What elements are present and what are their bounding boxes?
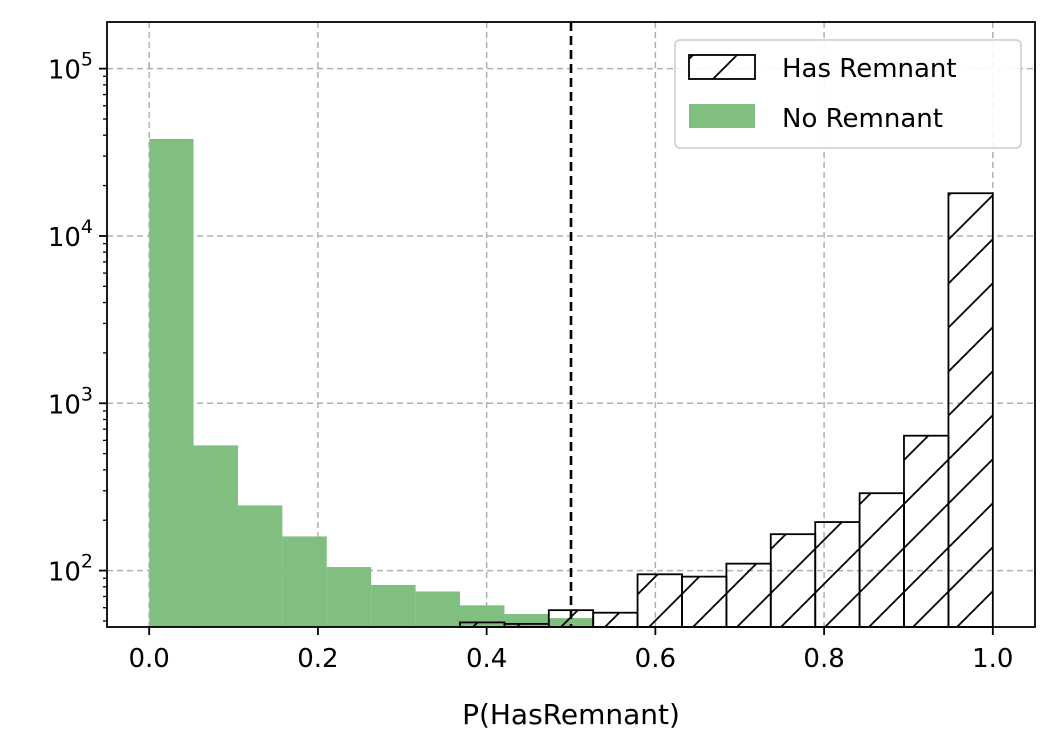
x-tick-label: 0.2: [297, 644, 338, 674]
legend: Has Remnant No Remnant: [674, 39, 1022, 149]
has-remnant-bar: [681, 575, 728, 628]
no-remnant-bar: [371, 584, 416, 627]
x-tick-label: 0.6: [635, 644, 676, 674]
no-remnant-bar: [193, 445, 239, 627]
legend-swatch-no-remnant: [689, 104, 755, 128]
no-remnant-bar: [282, 536, 327, 627]
y-tick-label: 102: [48, 551, 93, 588]
x-tick-label: 0.8: [803, 644, 844, 674]
legend-box: [674, 39, 1022, 149]
has-remnant-bar: [725, 562, 772, 628]
has-remnant-bar: [903, 434, 950, 628]
x-axis: 0.0 0.2 0.4 0.6 0.8 1.0: [129, 627, 1013, 674]
no-remnant-bars: [149, 138, 594, 627]
no-remnant-bar: [149, 138, 194, 627]
x-tick-label: 0.4: [466, 644, 507, 674]
no-remnant-bar: [415, 591, 460, 627]
y-axis: 102 103 104 105: [48, 49, 107, 622]
legend-label-no-remnant: No Remnant: [782, 104, 943, 134]
x-tick-label: 0.0: [129, 644, 170, 674]
no-remnant-bar: [326, 567, 372, 627]
has-remnant-bar: [858, 492, 905, 628]
x-axis-label: P(HasRemnant): [462, 698, 680, 731]
has-remnant-bar: [592, 611, 639, 628]
x-tick-label: 1.0: [972, 644, 1013, 674]
has-remnant-bar: [636, 573, 683, 628]
no-remnant-bar: [238, 505, 283, 627]
plot-frame: [106, 21, 1036, 628]
legend-label-has-remnant: Has Remnant: [782, 54, 957, 84]
has-remnant-bars: [459, 192, 994, 628]
has-remnant-bar: [769, 533, 817, 628]
has-remnant-bar: [947, 192, 994, 628]
y-tick-label: 104: [48, 216, 93, 253]
y-tick-label: 105: [48, 49, 93, 86]
has-remnant-bar: [814, 521, 861, 628]
legend-swatch-has-remnant: [688, 54, 756, 80]
y-tick-label: 103: [48, 383, 93, 420]
